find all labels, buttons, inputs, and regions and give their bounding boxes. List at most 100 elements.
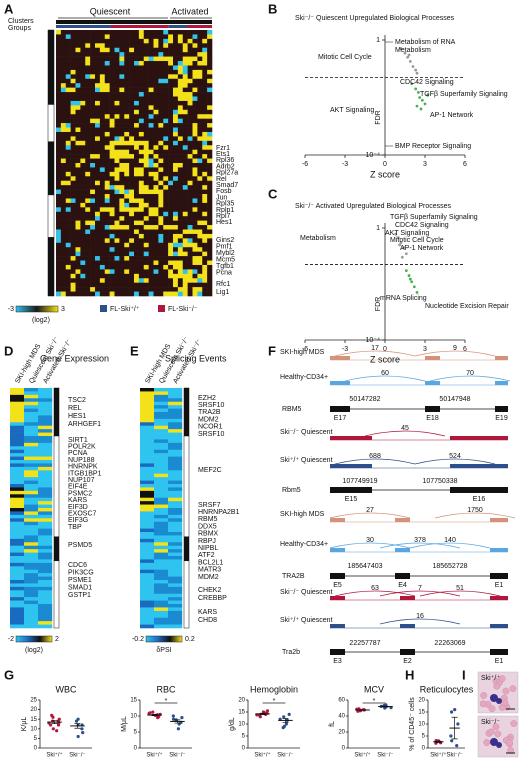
heatmap-cell (70, 131, 76, 137)
heatmap-cell (65, 211, 71, 217)
heatmap-cell (85, 194, 91, 199)
heatmap-cell (38, 487, 53, 492)
heatmap-cell (168, 604, 183, 608)
heatmap-cell (197, 87, 203, 93)
heatmap-cell (140, 573, 155, 577)
heatmap-cell (158, 242, 164, 248)
heatmap-cell (95, 216, 101, 221)
image-label: Ski⁻/⁻ (481, 719, 500, 726)
annotation: Mitotic Cell Cycle (390, 237, 444, 244)
point (400, 255, 404, 259)
heatmap-cell (153, 291, 159, 297)
heatmap-cell (104, 96, 110, 102)
heatmap-cell (95, 176, 101, 182)
heatmap-cell (134, 92, 140, 97)
heatmap-cell (99, 202, 106, 208)
junction-arc (329, 512, 411, 519)
heatmap-cell (154, 446, 169, 451)
heatmap-cell (119, 238, 125, 244)
heatmap-cell (24, 490, 39, 495)
heatmap-cell (129, 158, 135, 164)
heatmap-cell (90, 247, 96, 252)
heatmap-cell (140, 388, 155, 392)
heatmap-cell (38, 569, 53, 574)
heatmap-cell (192, 136, 198, 142)
heatmap-cell (80, 61, 86, 66)
heatmap-cell (24, 535, 39, 540)
panel-letter: B (268, 1, 277, 16)
heatmap-cell (192, 216, 198, 221)
error-bar (359, 709, 366, 711)
gene-label: Hes1 (216, 219, 232, 226)
heatmap-cell (90, 269, 96, 275)
heatmap-cell (95, 83, 101, 88)
heatmap-cell (202, 87, 208, 93)
heatmap-cell (154, 514, 169, 519)
chart-title: WBC (56, 684, 77, 694)
heatmap-cell (163, 96, 169, 102)
heatmap-cell (143, 225, 149, 230)
heatmap-cell (148, 30, 154, 35)
heatmap-cell (182, 123, 188, 128)
heatmap-cell (109, 247, 115, 252)
heatmap-cell (143, 109, 149, 115)
y-tick-label: 15 (238, 710, 245, 716)
heatmap-cell (65, 264, 71, 270)
heatmap-cell (177, 74, 184, 80)
heatmap-cell (119, 198, 125, 204)
heatmap-cell (173, 52, 179, 57)
heatmap-cell (129, 207, 135, 213)
heatmap-cell (119, 105, 125, 111)
heatmap-cell (158, 171, 164, 177)
heatmap-cell (168, 566, 183, 571)
heatmap-cell (85, 291, 91, 297)
heatmap-cell (60, 163, 67, 168)
heatmap-cell (70, 229, 76, 235)
heatmap-cell (173, 127, 179, 133)
heatmap-cell (80, 140, 86, 146)
heatmap-cell (177, 220, 184, 226)
heatmap-cell (168, 542, 183, 547)
heatmap-cell (129, 202, 135, 208)
heatmap-cell (124, 189, 130, 195)
heatmap-cell (80, 242, 86, 248)
heatmap-cell (134, 154, 140, 159)
nucleus (490, 738, 498, 746)
heatmap-cell (114, 96, 120, 102)
heatmap-cell (192, 194, 198, 199)
heatmap-cell (134, 229, 140, 235)
heatmap-cell (109, 264, 115, 270)
heatmap-cell (99, 163, 106, 168)
heatmap-cell (99, 247, 106, 252)
heatmap-cell (65, 198, 71, 204)
heatmap-cell (168, 273, 174, 279)
heatmap-cell (158, 287, 164, 292)
heatmap-cell (143, 256, 149, 261)
heatmap-cell (109, 100, 115, 106)
heatmap-cell (134, 242, 140, 248)
heatmap-cell (158, 69, 164, 75)
heatmap-cell (153, 211, 159, 217)
heatmap-cell (38, 549, 53, 553)
heatmap-cell (104, 158, 110, 164)
heatmap-cell (143, 264, 149, 270)
heatmap-cell (158, 127, 164, 133)
heatmap-cell (70, 38, 76, 44)
heatmap-cell (129, 61, 135, 66)
heatmap-cell (138, 69, 145, 75)
heatmap-cell (124, 56, 130, 62)
heatmap-cell (168, 220, 174, 226)
heatmap-cell (109, 269, 115, 275)
heatmap-cell (192, 74, 198, 80)
heatmap-cell (207, 180, 213, 186)
heatmap-cell (138, 96, 145, 102)
heatmap-cell (95, 198, 101, 204)
junction-count: 60 (381, 370, 389, 377)
heatmap-cell (10, 604, 25, 608)
heatmap-cell (129, 47, 135, 53)
heatmap-cell (109, 291, 115, 297)
heatmap-cell (154, 624, 169, 629)
heatmap-cell (99, 136, 106, 142)
heatmap-cell (154, 401, 169, 406)
heatmap-cell (114, 211, 120, 217)
